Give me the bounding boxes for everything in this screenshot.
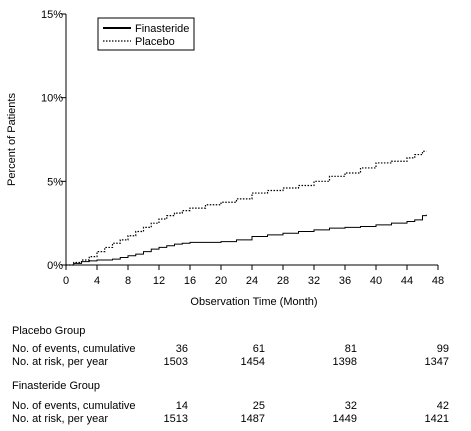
y-tick-label: 15% xyxy=(41,9,63,21)
x-tick-label: 8 xyxy=(125,275,131,287)
x-axis-label: Observation Time (Month) xyxy=(190,296,317,308)
series-line-placebo xyxy=(66,150,427,266)
x-tick-label: 48 xyxy=(432,275,444,287)
x-tick-label: 20 xyxy=(215,275,227,287)
legend-label-finasteride: Finasteride xyxy=(135,23,189,35)
x-tick-label: 0 xyxy=(63,275,69,287)
x-tick-label: 28 xyxy=(277,275,289,287)
y-axis-label: Percent of Patients xyxy=(6,93,18,186)
y-tick-label: 10% xyxy=(41,93,63,105)
x-tick-label: 40 xyxy=(370,275,382,287)
y-tick-label: 5% xyxy=(47,176,63,188)
x-tick-label: 36 xyxy=(339,275,351,287)
y-tick-label: 0% xyxy=(47,260,63,272)
x-tick-label: 12 xyxy=(153,275,165,287)
x-tick-label: 24 xyxy=(246,275,258,287)
x-tick-label: 44 xyxy=(401,275,413,287)
x-tick-label: 32 xyxy=(308,275,320,287)
legend-label-placebo: Placebo xyxy=(135,36,175,48)
x-tick-label: 16 xyxy=(184,275,196,287)
legend-box xyxy=(97,17,195,51)
x-tick-label: 4 xyxy=(94,275,100,287)
series-line-finasteride xyxy=(66,214,427,266)
